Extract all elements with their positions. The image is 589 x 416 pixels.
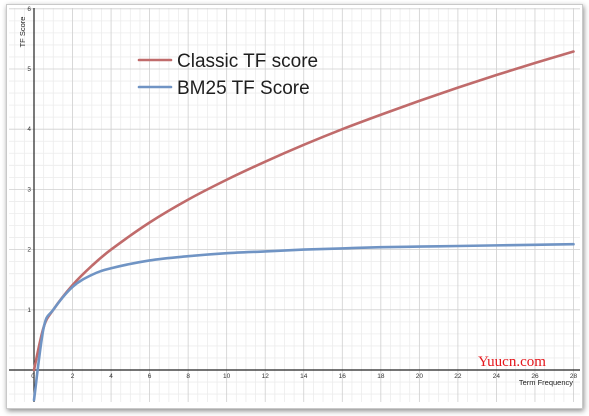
y-tick-label: 6 [27,6,31,13]
x-tick-label: 2 [71,373,75,380]
x-tick-label: 6 [148,373,152,380]
bm25-tf-line [32,242,575,402]
y-tick-label: 2 [27,247,31,254]
x-tick-label: 4 [109,373,113,380]
x-axis-label: Term Frequency [519,378,573,387]
legend-label: Classic TF score [177,51,318,72]
y-tick-label: 1 [27,307,31,314]
x-tick-label: 24 [493,373,501,380]
x-tick-label: 10 [223,373,231,380]
x-tick-label: 20 [416,373,424,380]
x-tick-label: 16 [339,373,347,380]
axes [9,8,580,402]
x-tick-label: 14 [300,373,308,380]
x-tick-label: 8 [186,373,190,380]
x-tick-label: 12 [262,373,270,380]
y-tick-label: 5 [27,66,31,73]
y-tick-label: 3 [27,186,31,193]
series-lines [32,50,575,402]
x-tick-label: 28 [570,373,578,380]
y-tick-label: 4 [27,126,31,133]
legend-label: BM25 TF Score [177,78,310,99]
x-tick-label: 0 [31,373,35,380]
y-axis-label: TF Score [18,17,27,48]
x-tick-label: 18 [377,373,385,380]
minor-grid [9,8,580,402]
x-tick-label: 26 [531,373,539,380]
x-tick-label: 22 [454,373,462,380]
legend: Classic TF score BM25 TF Score [137,51,318,99]
watermark-text: Yuucn.com [478,354,546,370]
